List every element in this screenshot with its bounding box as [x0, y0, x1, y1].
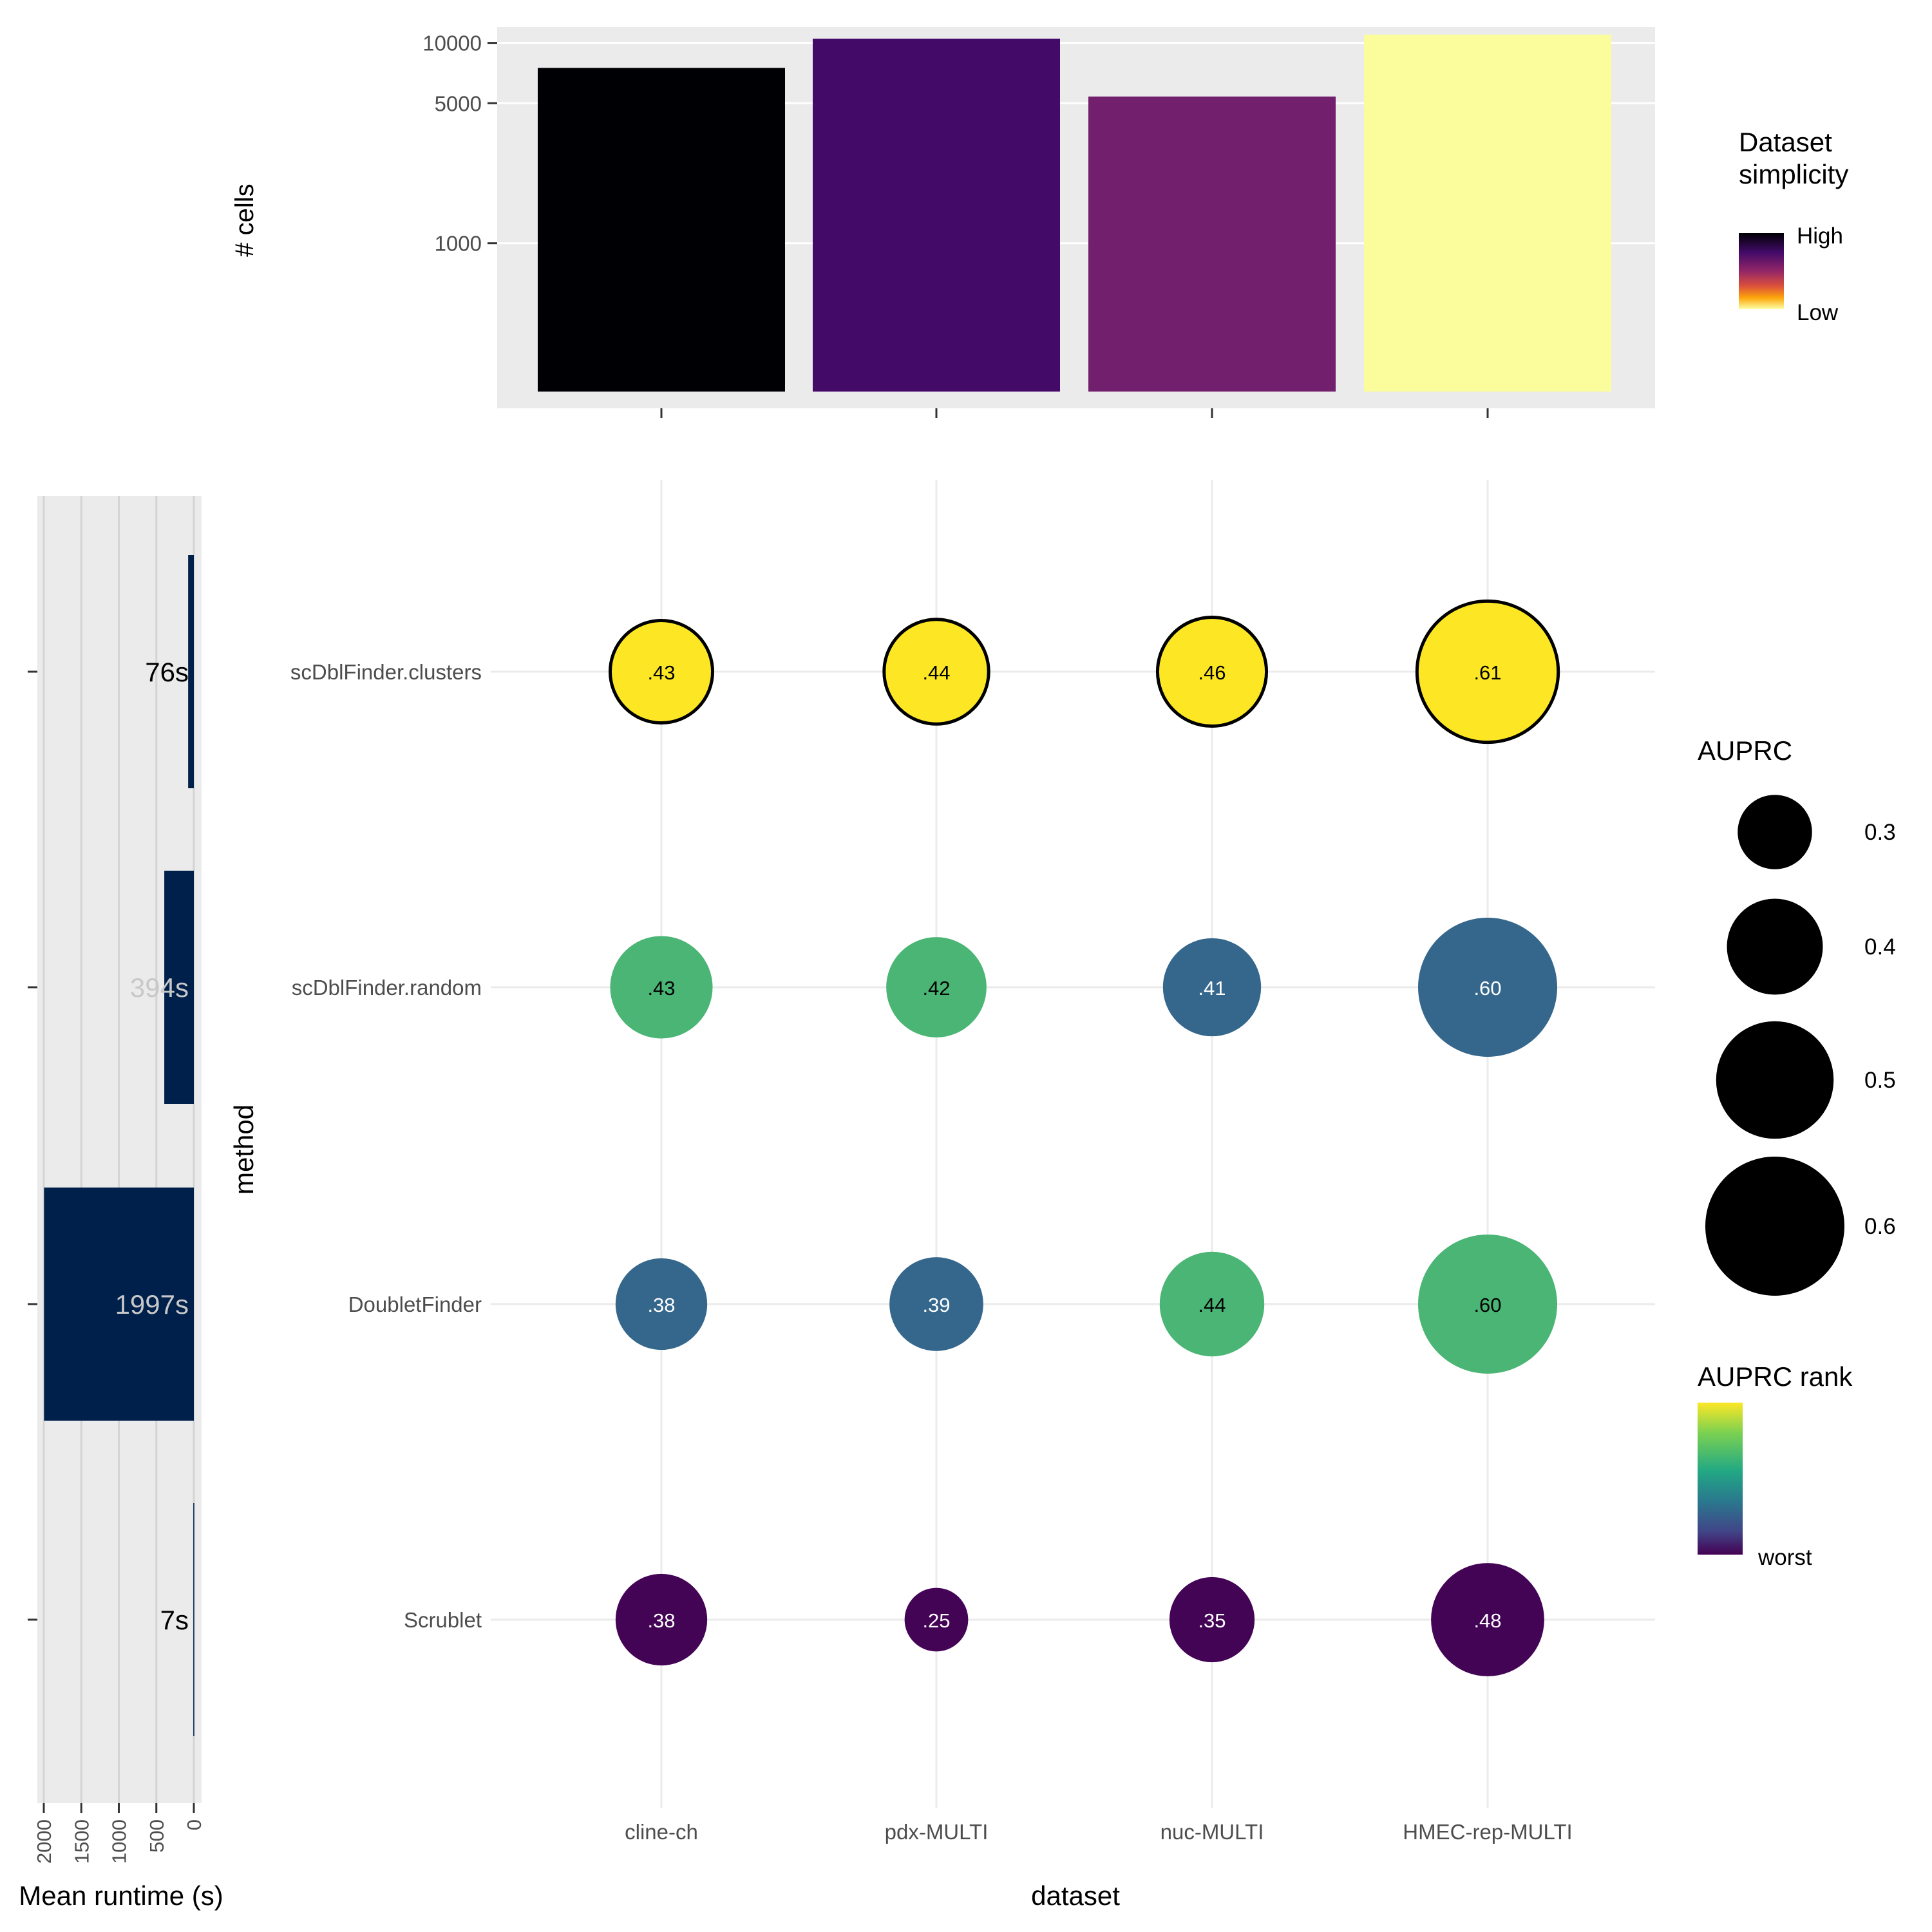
- auprc-size-legend-label: 0.6: [1864, 1214, 1896, 1239]
- auprc-rank-legend-colorbar: [1698, 1403, 1743, 1555]
- auprc-size-legend-label: 0.5: [1864, 1068, 1896, 1093]
- auprc-point: [882, 618, 990, 726]
- auprc-point: [889, 1257, 983, 1351]
- auprc-point-label: .35: [1198, 1609, 1226, 1632]
- runtime-y-ticks: [28, 670, 37, 1621]
- auprc-rank-legend: AUPRC rank worst: [1698, 1361, 1853, 1570]
- auprc-point-label: .43: [647, 661, 675, 684]
- method-label: scDblFinder.clusters: [290, 660, 482, 684]
- auprc-point-label: .43: [647, 977, 675, 999]
- cells-bar-HMEC-rep-MULTI: [1364, 34, 1611, 392]
- runtime-x-tick-label: 1500: [70, 1819, 93, 1864]
- auprc-size-legend-items: 0.3 0.4 0.5 0.6: [1705, 795, 1896, 1296]
- auprc-point-label: .60: [1473, 977, 1501, 999]
- cells-y-tick-label: 1000: [435, 232, 482, 256]
- auprc-point: [615, 1573, 708, 1666]
- auprc-point: [1431, 1563, 1544, 1676]
- runtime-bar-scDblFinder.random: [164, 871, 194, 1104]
- auprc-point-label: .41: [1198, 977, 1226, 999]
- auprc-point: [886, 937, 987, 1037]
- auprc-size-legend-key: [1727, 898, 1823, 995]
- auprc-point-label: .39: [922, 1294, 950, 1316]
- method-label: scDblFinder.random: [292, 976, 482, 999]
- dataset-label: nuc-MULTI: [1160, 1820, 1264, 1844]
- auprc-point: [1415, 599, 1560, 744]
- simplicity-legend-title-line1: Dataset: [1739, 127, 1832, 157]
- dataset-label: cline-ch: [625, 1820, 698, 1844]
- runtime-bar-scDblFinder.clusters: [188, 555, 194, 788]
- auprc-panel: scDblFinder.clusters scDblFinder.random Do…: [229, 480, 1655, 1911]
- runtime-x-tick-label: 1000: [108, 1819, 131, 1864]
- auprc-point-label: .42: [922, 977, 950, 999]
- auprc-point-label: .44: [1198, 1294, 1226, 1316]
- auprc-size-legend: AUPRC 0.3 0.4 0.5 0.6: [1698, 735, 1896, 1296]
- simplicity-legend-title-line2: simplicity: [1739, 159, 1848, 189]
- auprc-point: [1418, 1235, 1557, 1374]
- auprc-y-axis-title: method: [229, 1104, 259, 1195]
- method-label: Scrublet: [404, 1608, 482, 1632]
- auprc-point: [1418, 918, 1557, 1057]
- auprc-size-legend-key: [1716, 1021, 1834, 1139]
- auprc-point-label: .25: [922, 1609, 950, 1632]
- cells-y-tick-label: 5000: [435, 91, 482, 115]
- runtime-bar-label: 76s: [145, 657, 189, 687]
- dataset-axis-labels: cline-ch pdx-MULTI nuc-MULTI HMEC-rep-MULTI: [625, 1820, 1573, 1844]
- auprc-size-legend-label: 0.3: [1864, 820, 1896, 845]
- cells-x-ticks: [660, 408, 1489, 418]
- cells-y-ticks: 1000 5000 10000: [422, 32, 497, 256]
- auprc-point: [615, 1258, 708, 1350]
- cells-bar-nuc-MULTI: [1088, 96, 1336, 392]
- runtime-bar-labels: 76s 394s 1997s 7s: [115, 657, 189, 1635]
- runtime-x-axis-title: Mean runtime (s): [19, 1880, 223, 1911]
- auprc-point-label: .61: [1473, 661, 1501, 684]
- runtime-bar-DoubletFinder: [44, 1188, 194, 1421]
- auprc-x-axis-title: dataset: [1031, 1880, 1120, 1911]
- runtime-bar-label: 7s: [160, 1605, 189, 1635]
- cells-panel: 1000 5000 10000 # cells: [231, 27, 1655, 418]
- auprc-size-legend-label: 0.4: [1864, 934, 1896, 960]
- auprc-point-label: .60: [1473, 1294, 1501, 1316]
- runtime-x-tick-label: 500: [146, 1819, 168, 1853]
- auprc-rank-legend-worst-label: worst: [1757, 1545, 1812, 1570]
- runtime-bars: [44, 555, 194, 1736]
- auprc-point: [608, 618, 715, 725]
- runtime-bar-Scrublet: [193, 1503, 194, 1736]
- simplicity-legend-colorbar: [1739, 233, 1784, 309]
- simplicity-legend-low-label: Low: [1797, 300, 1839, 325]
- simplicity-legend: Dataset simplicity High Low: [1739, 127, 1848, 325]
- auprc-point-label: .46: [1198, 661, 1226, 684]
- dataset-label: pdx-MULTI: [885, 1820, 989, 1844]
- runtime-bar-label: 1997s: [115, 1289, 189, 1320]
- dataset-label: HMEC-rep-MULTI: [1403, 1820, 1572, 1844]
- auprc-size-legend-key: [1705, 1157, 1844, 1296]
- auprc-rank-legend-title: AUPRC rank: [1698, 1361, 1853, 1392]
- auprc-point-label: .48: [1473, 1609, 1501, 1632]
- auprc-point-label: .38: [647, 1609, 675, 1632]
- auprc-point-label: .44: [922, 661, 950, 684]
- auprc-point: [1155, 615, 1269, 728]
- auprc-point: [904, 1587, 969, 1652]
- runtime-x-ticks: 0 500 1000 1500 2000: [33, 1803, 205, 1864]
- auprc-size-legend-title: AUPRC: [1698, 735, 1792, 766]
- cells-y-axis-title: # cells: [231, 184, 259, 256]
- auprc-point: [610, 936, 713, 1039]
- runtime-x-tick-label: 2000: [33, 1819, 55, 1864]
- auprc-size-legend-key: [1738, 795, 1812, 869]
- auprc-point: [1162, 938, 1262, 1037]
- cells-bar-cline-ch: [538, 68, 785, 392]
- simplicity-legend-high-label: High: [1797, 223, 1843, 249]
- cells-y-tick-label: 10000: [422, 32, 482, 55]
- auprc-point-label: .38: [647, 1294, 675, 1316]
- cells-bar-pdx-MULTI: [813, 39, 1060, 392]
- cells-bars: [538, 34, 1611, 392]
- runtime-x-tick-label: 0: [183, 1819, 205, 1830]
- method-label: DoubletFinder: [348, 1293, 482, 1316]
- runtime-panel: 76s 394s 1997s 7s 0 500 1000 1500 2000 Mean run…: [19, 496, 223, 1911]
- auprc-points: .43 .44 .46 .61 .43 .42 .41 .60 .38 .39 .44 .60 .38.…: [608, 599, 1560, 1676]
- auprc-point: [1169, 1577, 1255, 1663]
- method-axis-labels: scDblFinder.clusters scDblFinder.random Do…: [290, 660, 482, 1632]
- auprc-point: [1159, 1251, 1265, 1357]
- runtime-bar-label: 394s: [130, 972, 189, 1003]
